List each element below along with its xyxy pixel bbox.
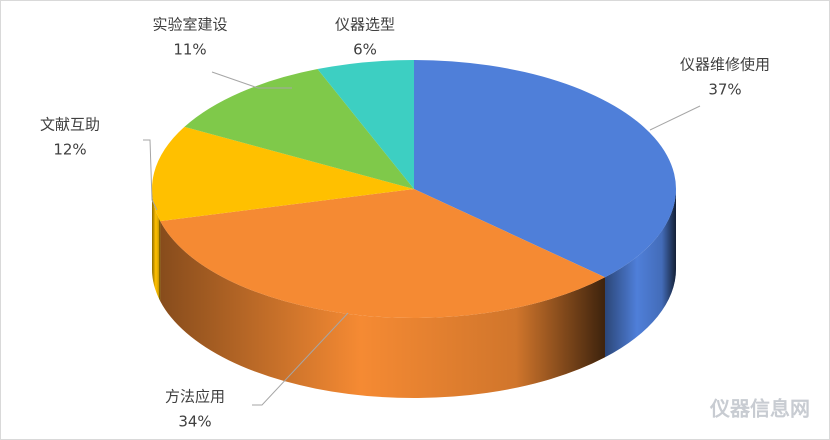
- value-label: 34%: [178, 413, 211, 431]
- leader-line: [211, 71, 292, 89]
- slice-label: 方法应用: [165, 388, 225, 406]
- slice-label: 仪器选型: [335, 16, 395, 34]
- leader-line: [143, 139, 158, 211]
- pie-tops: [151, 60, 677, 319]
- slice-side-shade: [604, 189, 676, 358]
- slice-label: 实验室建设: [152, 16, 227, 34]
- watermark: 仪器信息网: [709, 397, 810, 421]
- value-label: 11%: [173, 41, 206, 59]
- labels: 仪器维修使用 37% 方法应用 34% 文献互助 12% 实验室建设 11% 仪器选型 6%: [40, 16, 770, 431]
- leader-line: [252, 312, 349, 406]
- value-label: 12%: [53, 141, 86, 159]
- value-label: 6%: [353, 41, 377, 59]
- slice-side-shade: [152, 189, 161, 302]
- slice: [317, 60, 414, 189]
- slice: [414, 60, 677, 278]
- leader-line: [649, 105, 701, 131]
- slice: [184, 69, 414, 189]
- slice: [160, 189, 605, 319]
- slice-label: 文献互助: [40, 116, 100, 134]
- slice: [151, 126, 414, 222]
- pie-sides: [152, 189, 676, 399]
- slice-side-shade: [160, 221, 605, 399]
- value-label: 37%: [708, 81, 741, 99]
- slice-label: 仪器维修使用: [680, 56, 770, 74]
